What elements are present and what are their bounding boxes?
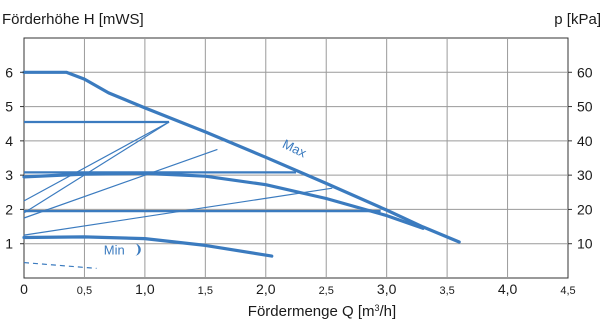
y-right-tick-label: 10 xyxy=(577,236,593,252)
pump-curve-mid xyxy=(22,171,425,230)
y-left-tick-label: 3 xyxy=(5,167,13,183)
x-tick-label: 4,0 xyxy=(498,281,518,297)
annotation-min: Min xyxy=(104,243,125,258)
x-tick-label: 2,0 xyxy=(256,281,276,297)
y-right-tick-label: 50 xyxy=(577,99,593,115)
y-left-tick-label: 6 xyxy=(5,64,13,80)
y-right-tick-label: 30 xyxy=(577,167,593,183)
pump-curve-min xyxy=(22,235,274,258)
x-tick-label: 4,5 xyxy=(560,285,575,297)
y-left-tick-label: 5 xyxy=(5,99,13,115)
x-tick-label: 0,5 xyxy=(77,285,92,297)
x-axis-title: Fördermenge Q [m3/h] xyxy=(248,303,396,320)
y-left-tick-label: 1 xyxy=(5,236,13,252)
x-tick-label: 0 xyxy=(20,281,28,297)
system-line xyxy=(23,121,170,202)
dashed-line xyxy=(23,261,97,269)
y-left-tick-label: 4 xyxy=(5,133,13,149)
system-line xyxy=(23,121,170,214)
left-axis-title: Förderhöhe H [mWS] xyxy=(2,11,144,28)
x-tick-label: 3,5 xyxy=(439,285,454,297)
curves xyxy=(22,70,461,269)
y-left-tick-label: 2 xyxy=(5,201,13,217)
y-right-tick-label: 40 xyxy=(577,133,593,149)
x-tick-label: 1,0 xyxy=(135,281,155,297)
pump-curve-max xyxy=(22,70,461,244)
ticks: 0 0,5 1,0 1,5 2,0 2,5 3,0 3,5 4,0 4,5 1 2 3 4 5 6 10 20 30… xyxy=(5,64,593,297)
moon-icon xyxy=(134,243,141,256)
y-right-tick-label: 60 xyxy=(577,64,593,80)
x-tick-label: 1,5 xyxy=(198,285,213,297)
y-right-tick-label: 20 xyxy=(577,201,593,217)
right-axis-title: p [kPa] xyxy=(554,11,601,28)
x-tick-label: 2,5 xyxy=(319,285,334,297)
system-line xyxy=(23,148,218,219)
x-tick-label: 3,0 xyxy=(377,281,397,297)
